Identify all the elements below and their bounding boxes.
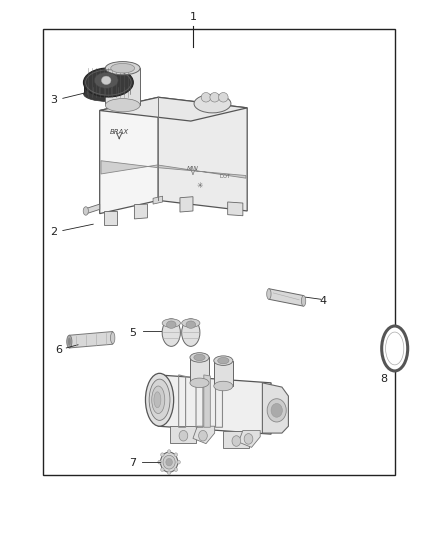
- Circle shape: [244, 434, 253, 444]
- Ellipse shape: [177, 461, 180, 464]
- Polygon shape: [104, 211, 117, 225]
- Ellipse shape: [67, 335, 72, 348]
- Ellipse shape: [182, 319, 200, 327]
- Polygon shape: [134, 204, 148, 219]
- Polygon shape: [153, 196, 162, 204]
- Ellipse shape: [94, 72, 118, 88]
- Ellipse shape: [152, 386, 165, 414]
- Polygon shape: [100, 98, 247, 121]
- Ellipse shape: [194, 354, 205, 361]
- Ellipse shape: [214, 356, 233, 366]
- Ellipse shape: [83, 207, 88, 215]
- Polygon shape: [69, 332, 113, 348]
- Ellipse shape: [83, 68, 133, 97]
- Polygon shape: [105, 68, 140, 105]
- Circle shape: [198, 431, 207, 441]
- Ellipse shape: [167, 450, 171, 454]
- Text: 8: 8: [380, 374, 388, 384]
- Ellipse shape: [162, 319, 180, 327]
- Ellipse shape: [161, 468, 164, 472]
- Ellipse shape: [149, 379, 170, 421]
- Ellipse shape: [166, 321, 176, 328]
- Ellipse shape: [190, 353, 209, 362]
- Polygon shape: [158, 98, 247, 211]
- Ellipse shape: [218, 358, 229, 364]
- Ellipse shape: [111, 63, 134, 73]
- Polygon shape: [101, 161, 157, 174]
- Ellipse shape: [381, 326, 408, 371]
- Ellipse shape: [166, 458, 173, 466]
- Circle shape: [267, 399, 286, 422]
- Text: ✳: ✳: [196, 181, 203, 190]
- Ellipse shape: [84, 87, 133, 101]
- Text: MIN: MIN: [187, 166, 199, 171]
- Polygon shape: [87, 204, 100, 214]
- Text: 4: 4: [320, 296, 327, 306]
- Circle shape: [179, 431, 188, 441]
- Ellipse shape: [267, 289, 271, 300]
- Ellipse shape: [162, 319, 180, 346]
- Polygon shape: [100, 98, 158, 214]
- Text: DOT: DOT: [220, 174, 231, 179]
- Ellipse shape: [174, 453, 177, 457]
- Ellipse shape: [210, 93, 219, 102]
- Ellipse shape: [174, 468, 177, 472]
- Ellipse shape: [385, 332, 404, 365]
- Ellipse shape: [301, 296, 306, 306]
- Polygon shape: [158, 375, 271, 434]
- Ellipse shape: [160, 452, 178, 472]
- Ellipse shape: [158, 461, 161, 464]
- Ellipse shape: [201, 93, 211, 102]
- Text: 6: 6: [55, 345, 62, 355]
- Ellipse shape: [161, 453, 164, 457]
- Ellipse shape: [167, 471, 171, 474]
- Polygon shape: [170, 426, 196, 443]
- Polygon shape: [262, 383, 288, 433]
- Text: 5: 5: [129, 328, 136, 337]
- Text: 7: 7: [129, 458, 136, 468]
- Ellipse shape: [105, 62, 140, 75]
- Polygon shape: [239, 431, 260, 447]
- Polygon shape: [204, 375, 210, 427]
- Polygon shape: [228, 202, 243, 216]
- Polygon shape: [84, 86, 133, 94]
- Ellipse shape: [154, 392, 161, 408]
- Ellipse shape: [145, 373, 173, 426]
- Polygon shape: [223, 432, 249, 448]
- Ellipse shape: [182, 319, 200, 346]
- Ellipse shape: [68, 338, 71, 345]
- Ellipse shape: [186, 321, 196, 328]
- Polygon shape: [180, 197, 193, 212]
- Ellipse shape: [214, 381, 233, 391]
- Polygon shape: [157, 165, 246, 178]
- Ellipse shape: [110, 332, 115, 344]
- Polygon shape: [190, 358, 209, 383]
- Polygon shape: [214, 361, 233, 386]
- Text: 3: 3: [51, 95, 58, 105]
- Polygon shape: [193, 426, 215, 443]
- Ellipse shape: [219, 93, 228, 102]
- Text: 2: 2: [50, 227, 58, 237]
- Text: BRAX: BRAX: [110, 128, 129, 135]
- Ellipse shape: [163, 455, 175, 469]
- Polygon shape: [269, 289, 304, 306]
- Ellipse shape: [190, 378, 209, 387]
- Ellipse shape: [102, 76, 111, 85]
- Ellipse shape: [194, 94, 231, 113]
- Text: 1: 1: [190, 12, 197, 22]
- Circle shape: [232, 435, 241, 446]
- Circle shape: [271, 403, 283, 417]
- Ellipse shape: [105, 99, 140, 112]
- Bar: [43, 29, 395, 475]
